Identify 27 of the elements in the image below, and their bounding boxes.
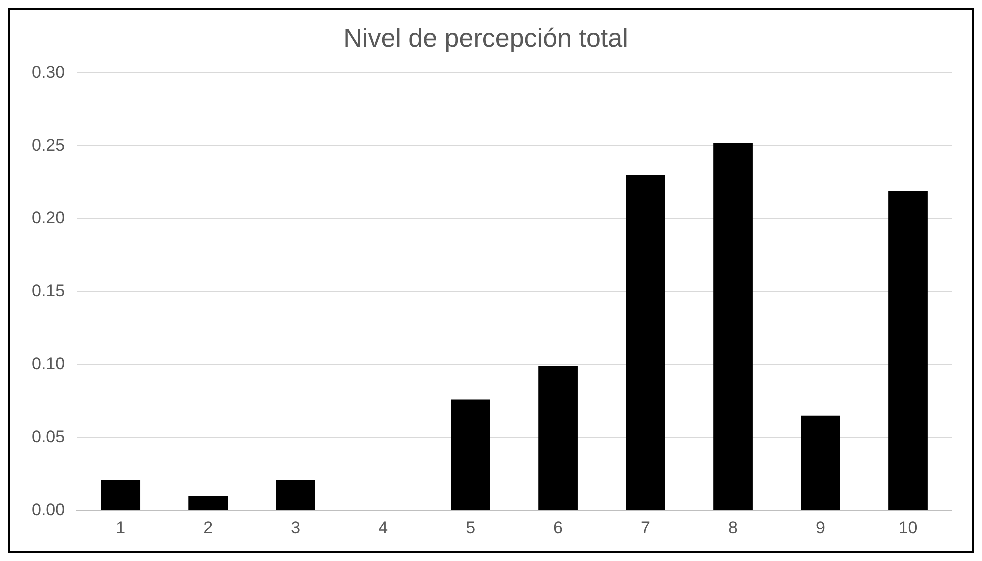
bar [101, 480, 141, 510]
y-tick-label: 0.10 [32, 354, 66, 374]
y-tick-label: 0.20 [32, 208, 66, 228]
bar [714, 143, 753, 510]
bar [538, 366, 578, 510]
chart-title: Nivel de percepción total [344, 22, 628, 53]
y-tick-label: 0.25 [32, 136, 66, 155]
y-tick-label: 0.00 [32, 500, 66, 520]
bar [801, 416, 840, 510]
bar [451, 400, 490, 510]
bar [276, 480, 316, 510]
x-tick-label: 5 [466, 518, 476, 538]
x-tick-label: 2 [204, 518, 214, 538]
x-tick-label: 7 [641, 518, 651, 538]
y-tick-label: 0.30 [32, 62, 66, 82]
bar [626, 175, 666, 510]
bar [888, 191, 928, 510]
x-tick-label: 3 [291, 518, 301, 538]
x-tick-label: 8 [728, 518, 738, 538]
x-tick-label: 6 [554, 518, 564, 538]
bar [188, 496, 228, 510]
y-tick-label: 0.15 [32, 282, 66, 301]
x-tick-label: 9 [816, 518, 826, 538]
y-tick-label: 0.05 [32, 427, 66, 446]
x-tick-label: 1 [116, 518, 126, 538]
x-tick-label: 4 [378, 518, 388, 538]
x-tick-label: 10 [898, 518, 918, 538]
